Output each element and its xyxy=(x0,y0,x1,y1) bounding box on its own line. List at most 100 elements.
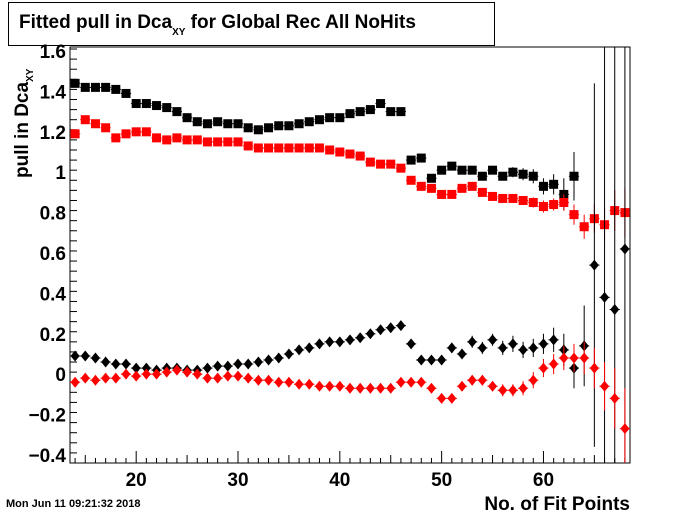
x-tick-label: 30 xyxy=(227,470,248,491)
data-point xyxy=(314,338,324,350)
data-point xyxy=(426,382,436,394)
data-point xyxy=(90,82,100,92)
data-point xyxy=(274,376,284,388)
y-tick-label: 0.2 xyxy=(40,325,66,346)
title-rest: for Global Rec All NoHits xyxy=(185,12,416,33)
data-point xyxy=(202,362,212,374)
x-tick-label: 40 xyxy=(329,470,350,491)
data-point xyxy=(406,175,416,185)
data-point xyxy=(467,165,477,175)
y-tick-label: 0.4 xyxy=(40,284,67,305)
data-point xyxy=(416,153,426,163)
y-axis-label: pull in DcaXY xyxy=(12,68,36,178)
data-point xyxy=(131,362,141,374)
data-point xyxy=(416,181,426,191)
data-point xyxy=(508,384,518,396)
data-point xyxy=(376,324,386,336)
data-point xyxy=(579,352,589,364)
data-point xyxy=(569,210,579,220)
data-point xyxy=(172,133,182,143)
data-point xyxy=(610,304,620,316)
data-point xyxy=(141,99,151,109)
data-point xyxy=(314,115,324,125)
data-point xyxy=(467,374,477,386)
data-point xyxy=(213,372,223,384)
y-tick-label: 0.8 xyxy=(40,204,66,225)
data-point xyxy=(172,364,182,376)
data-point xyxy=(284,121,294,131)
data-point xyxy=(294,378,304,390)
data-point xyxy=(569,352,579,364)
data-point xyxy=(488,334,498,346)
data-point xyxy=(243,141,253,151)
y-tick-label: 1 xyxy=(55,163,66,184)
data-point xyxy=(192,135,202,145)
data-point xyxy=(90,352,100,364)
data-point xyxy=(620,423,630,435)
data-point xyxy=(416,354,426,366)
data-point xyxy=(101,372,111,384)
data-point xyxy=(253,125,263,135)
data-point xyxy=(518,344,528,356)
data-point xyxy=(233,137,243,147)
data-point xyxy=(447,189,457,199)
data-point xyxy=(406,338,416,350)
x-tick-label: 60 xyxy=(533,470,554,491)
data-point xyxy=(335,147,345,157)
data-point xyxy=(406,376,416,388)
data-point xyxy=(365,382,375,394)
data-point xyxy=(518,382,528,394)
data-point xyxy=(152,368,162,380)
data-point xyxy=(141,362,151,374)
y-tick-label: −0.2 xyxy=(28,406,66,427)
series-3 xyxy=(70,341,630,463)
y-tick-label: 0.6 xyxy=(40,244,66,265)
data-point xyxy=(304,117,314,127)
data-point xyxy=(437,189,447,199)
data-point xyxy=(518,169,528,179)
data-point xyxy=(111,358,121,370)
data-point xyxy=(457,348,467,360)
data-point xyxy=(101,123,111,133)
data-point xyxy=(284,376,294,388)
data-point xyxy=(253,356,263,368)
data-point xyxy=(182,113,192,123)
data-point xyxy=(121,129,131,139)
data-point xyxy=(477,171,487,181)
data-point xyxy=(528,374,538,386)
data-point xyxy=(467,181,477,191)
x-tick-label: 20 xyxy=(126,470,147,491)
data-point xyxy=(365,157,375,167)
data-point xyxy=(365,328,375,340)
data-point xyxy=(264,374,274,386)
data-point xyxy=(182,366,192,378)
data-point xyxy=(314,380,324,392)
data-point xyxy=(386,159,396,169)
data-point xyxy=(488,380,498,392)
data-point xyxy=(559,352,569,364)
data-point xyxy=(192,368,202,380)
data-point xyxy=(274,352,284,364)
data-point xyxy=(80,82,90,92)
data-point xyxy=(121,88,131,98)
data-point xyxy=(213,117,223,127)
chart-title: Fitted pull in DcaXY for Global Rec All … xyxy=(19,12,416,38)
data-point xyxy=(141,368,151,380)
data-point xyxy=(111,133,121,143)
data-point xyxy=(284,348,294,360)
data-point xyxy=(498,384,508,396)
data-point xyxy=(549,179,559,189)
data-point xyxy=(528,171,538,181)
data-point xyxy=(314,143,324,153)
y-tick-label: 1.2 xyxy=(40,123,66,144)
data-point xyxy=(345,382,355,394)
data-point xyxy=(243,372,253,384)
data-point xyxy=(477,187,487,197)
data-point xyxy=(162,135,172,145)
data-point xyxy=(111,372,121,384)
series-0 xyxy=(70,78,580,211)
y-tick-label: −0.4 xyxy=(28,446,66,467)
data-point xyxy=(345,109,355,119)
data-point xyxy=(549,358,559,370)
